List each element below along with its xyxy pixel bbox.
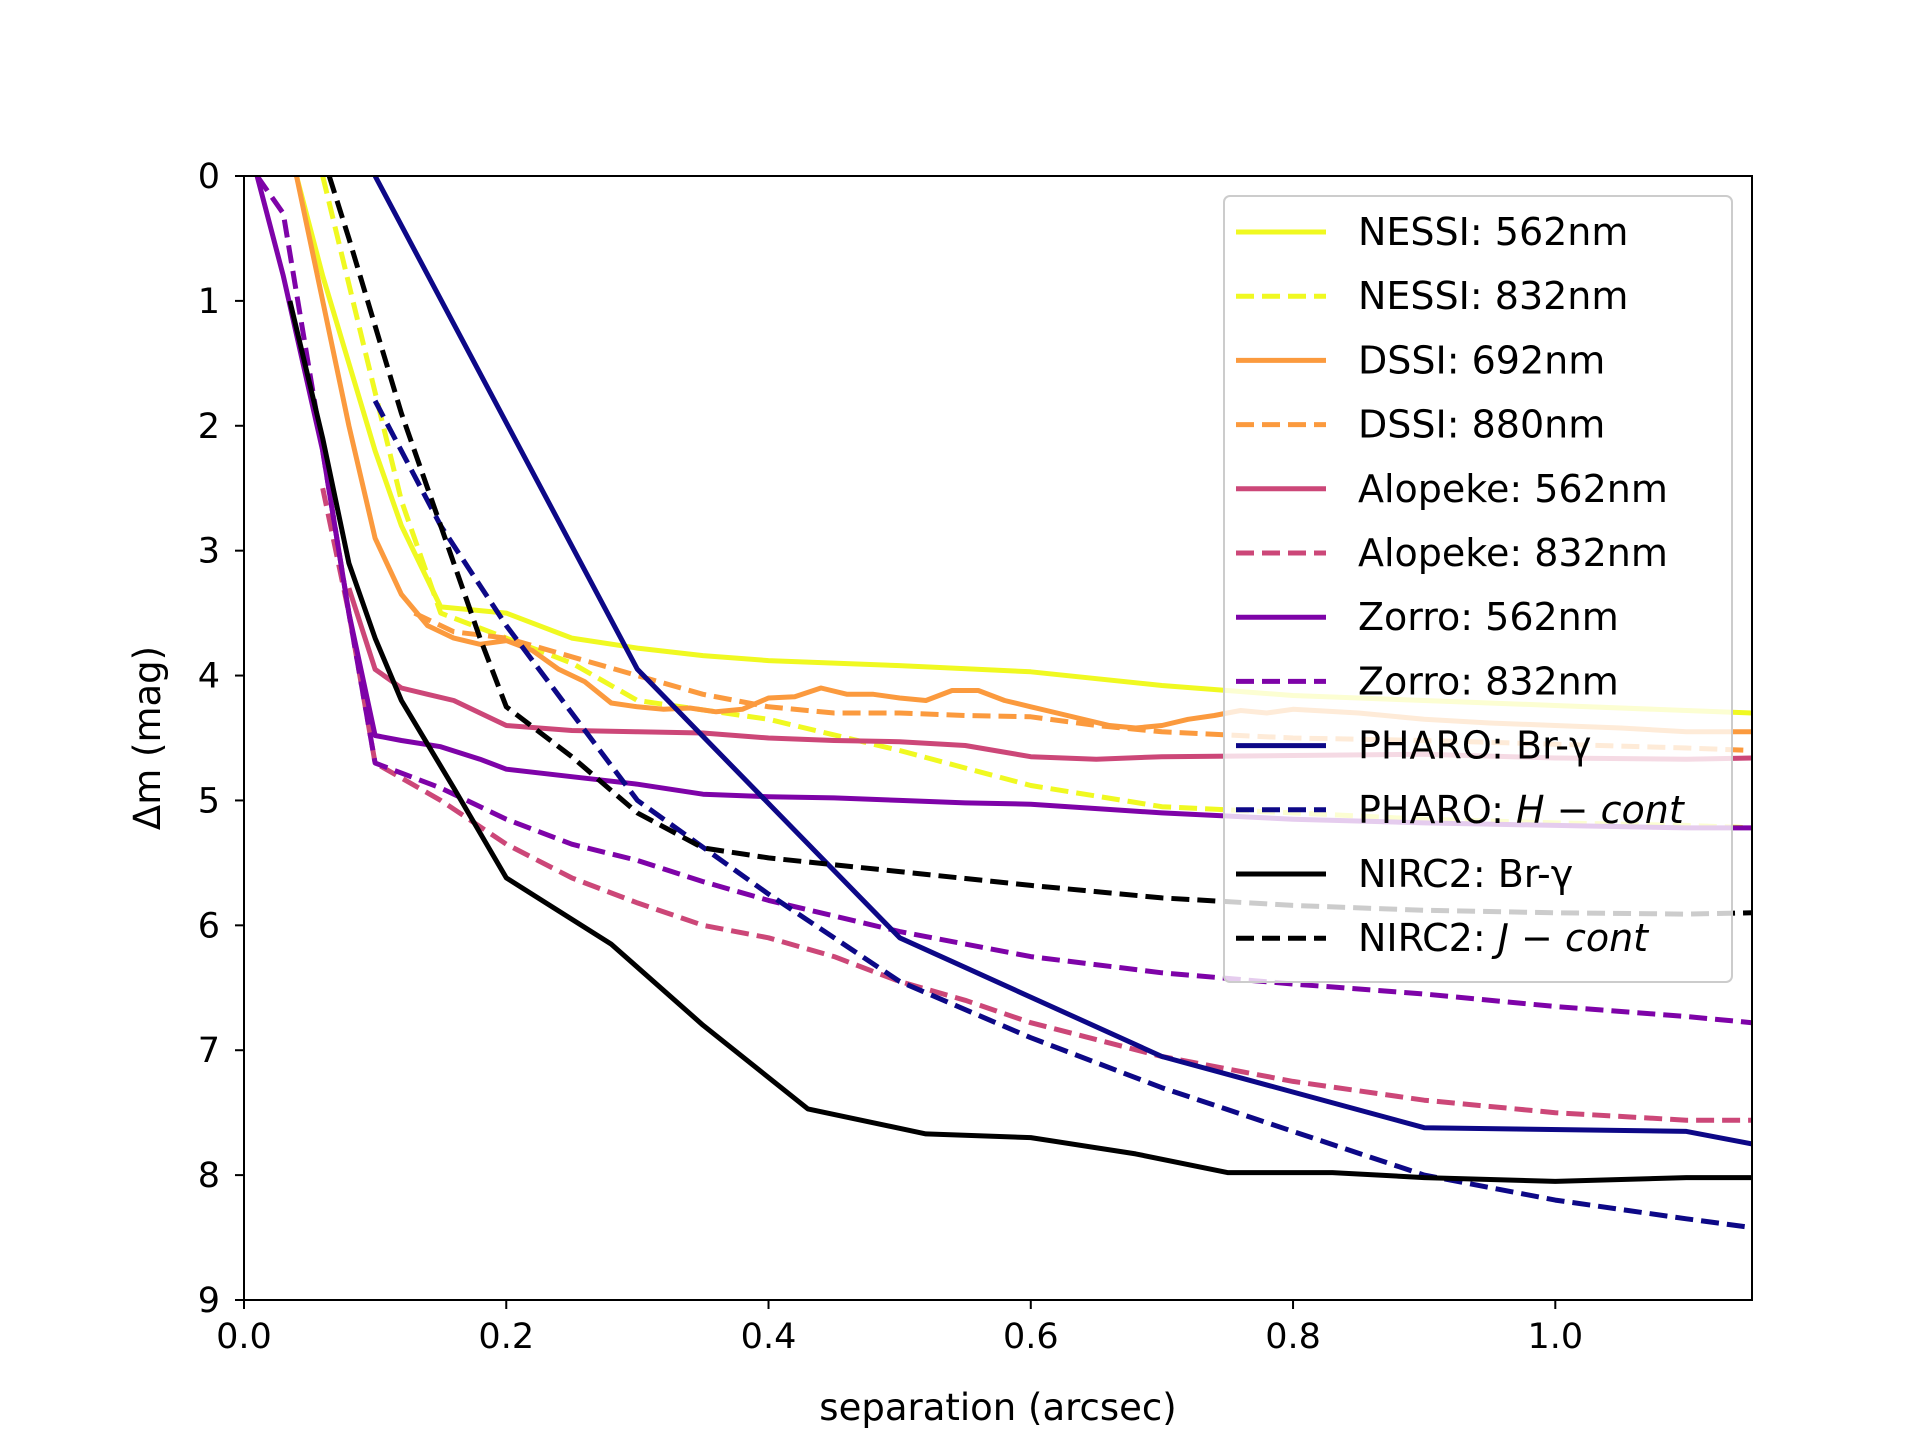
legend-label-text: NESSI: 562nm bbox=[1358, 210, 1628, 254]
x-tick-label: 1.0 bbox=[1527, 1317, 1583, 1357]
legend: NESSI: 562nm NESSI: 832nm DSSI: 692nm DSSI:… bbox=[1223, 195, 1733, 983]
series-line-nirc2-br bbox=[287, 300, 1752, 1184]
y-tick-label: 3 bbox=[198, 532, 220, 572]
legend-label: PHARO: Br-γ bbox=[1358, 724, 1591, 768]
y-axis-label: Δm (mag) bbox=[126, 646, 169, 830]
series-line-alopeke-832nm bbox=[320, 487, 1752, 1123]
legend-label-text: PHARO: bbox=[1358, 788, 1516, 832]
x-tick-label: 0.4 bbox=[741, 1317, 797, 1357]
y-tick-label: 8 bbox=[198, 1156, 220, 1196]
legend-box bbox=[1223, 195, 1733, 983]
legend-label-text: NIRC2: bbox=[1358, 916, 1498, 960]
y-axis: 0 1 2 3 4 5 6 7 8 9 bbox=[198, 157, 244, 1321]
legend-label-text: NESSI: 832nm bbox=[1358, 274, 1628, 318]
series-line-zorro-832nm bbox=[255, 176, 1752, 1026]
legend-label-text: Zorro: 562nm bbox=[1358, 595, 1619, 639]
x-tick-label: 0.0 bbox=[216, 1317, 272, 1357]
series-line-pharo-h-cont bbox=[372, 399, 1752, 1231]
series-line-nessi-832nm bbox=[320, 176, 1752, 831]
legend-label: PHARO: H − cont bbox=[1358, 788, 1686, 832]
legend-label: DSSI: 692nm bbox=[1358, 338, 1605, 382]
legend-label: NIRC2: J − cont bbox=[1358, 916, 1650, 960]
legend-label: NESSI: 832nm bbox=[1358, 274, 1628, 318]
series-line-pharo-br bbox=[372, 176, 1752, 1147]
legend-label-text: DSSI: 880nm bbox=[1358, 403, 1605, 447]
plot-frame bbox=[243, 175, 1753, 1301]
legend-label: NIRC2: Br-γ bbox=[1358, 852, 1573, 896]
legend-label-text: PHARO: Br-γ bbox=[1358, 724, 1591, 768]
x-tick-label: 0.2 bbox=[478, 1317, 534, 1357]
legend-label: Alopeke: 832nm bbox=[1358, 531, 1668, 575]
legend-label-text: Alopeke: 832nm bbox=[1358, 531, 1668, 575]
y-tick-label: 9 bbox=[198, 1281, 220, 1321]
legend-label-italic: H − cont bbox=[1516, 788, 1686, 832]
x-axis-label: separation (arcsec) bbox=[819, 1386, 1176, 1429]
legend-label-text: NIRC2: Br-γ bbox=[1358, 852, 1573, 896]
legend-label: DSSI: 880nm bbox=[1358, 403, 1605, 447]
y-tick-label: 4 bbox=[198, 657, 220, 697]
legend-label: NESSI: 562nm bbox=[1358, 210, 1628, 254]
y-tick-label: 0 bbox=[198, 157, 220, 197]
x-tick-label: 0.8 bbox=[1265, 1317, 1321, 1357]
series-line-nirc2-j-cont bbox=[326, 176, 1752, 917]
x-tick-label: 0.6 bbox=[1003, 1317, 1059, 1357]
legend-label: Zorro: 832nm bbox=[1358, 659, 1619, 703]
legend-label-text: Alopeke: 562nm bbox=[1358, 467, 1668, 511]
y-tick-label: 1 bbox=[198, 282, 220, 322]
y-tick-label: 2 bbox=[198, 407, 220, 447]
y-tick-label: 5 bbox=[198, 781, 220, 821]
legend-label: Alopeke: 562nm bbox=[1358, 467, 1668, 511]
legend-label-italic: J − cont bbox=[1491, 916, 1650, 960]
legend-label-text: DSSI: 692nm bbox=[1358, 338, 1605, 382]
legend-label-text: Zorro: 832nm bbox=[1358, 659, 1619, 703]
y-tick-label: 6 bbox=[198, 906, 220, 946]
y-tick-label: 7 bbox=[198, 1031, 220, 1071]
x-axis: 0.0 0.2 0.4 0.6 0.8 1.0 bbox=[216, 1300, 1583, 1357]
legend-label: Zorro: 562nm bbox=[1358, 595, 1619, 639]
